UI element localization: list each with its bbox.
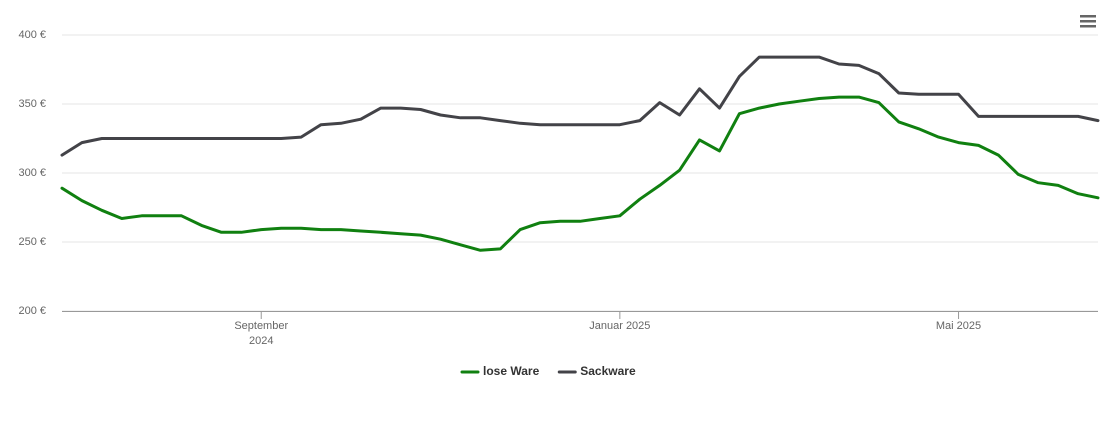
x-tick-label: Januar 2025 — [580, 319, 660, 334]
legend: lose Ware Sackware — [460, 364, 636, 378]
menu-icon[interactable] — [1080, 15, 1096, 28]
legend-item[interactable]: Sackware — [557, 364, 636, 378]
legend-label: lose Ware — [483, 364, 540, 378]
series-line — [60, 55, 1100, 157]
y-tick-label: 300 € — [18, 167, 46, 179]
menu-bar — [1080, 20, 1096, 23]
y-tick-label: 350 € — [18, 98, 46, 110]
x-tick-label: September 2024 — [221, 319, 301, 349]
y-tick-label: 200 € — [18, 305, 46, 317]
y-tick-label: 400 € — [18, 29, 46, 41]
x-tick-text: Januar 2025 — [589, 320, 651, 332]
x-tick-text: September 2024 — [234, 320, 289, 347]
x-tick-text: Mai 2025 — [935, 320, 982, 332]
legend-item[interactable]: lose Ware — [460, 364, 540, 378]
legend-label: Sackware — [580, 364, 636, 378]
series-line — [60, 95, 1100, 252]
menu-bar — [1080, 25, 1096, 28]
x-tick-label: Mai 2025 — [919, 319, 999, 334]
menu-bar — [1080, 15, 1096, 18]
y-tick-label: 250 € — [18, 236, 46, 248]
